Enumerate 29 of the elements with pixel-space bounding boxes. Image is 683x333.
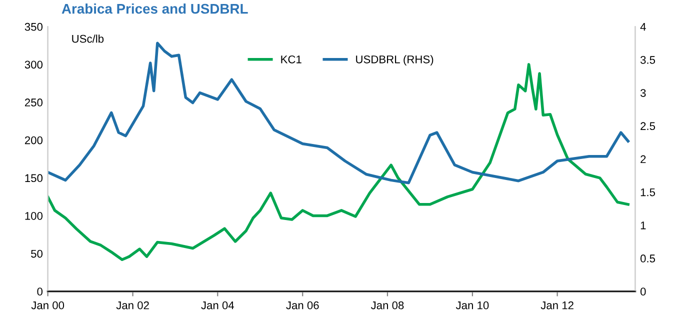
x-tick-label: Jan 04 xyxy=(201,301,234,310)
line-series xyxy=(48,42,630,184)
y2-tick-label: 0 xyxy=(640,288,646,296)
y-tick-label: 300 xyxy=(24,60,43,69)
y2-tick-label: 3 xyxy=(640,89,646,97)
y-tick-label: 150 xyxy=(25,174,43,182)
x-tick-label: Jan 02 xyxy=(116,301,149,310)
x-tick-label: Jan 12 xyxy=(540,301,574,310)
y2-tick-label: 3.5 xyxy=(640,56,656,64)
y-tick-label: 200 xyxy=(24,136,43,144)
chart-title: Arabica Prices and USDBRL xyxy=(62,4,248,14)
y-tick-label: 50 xyxy=(31,250,43,258)
y-axis-title: USc/lb xyxy=(72,34,104,43)
y-tick-label: 350 xyxy=(24,22,43,31)
x-tick-label: Jan 00 xyxy=(31,301,64,310)
y2-tick-label: 1.5 xyxy=(640,188,656,196)
y2-tick-label: 2.5 xyxy=(640,122,656,130)
y2-tick-label: 2 xyxy=(640,155,646,164)
y2-tick-label: 1 xyxy=(640,222,646,230)
y2-tick-label: 4 xyxy=(640,23,646,31)
y-tick-label: 250 xyxy=(24,98,43,106)
x-tick-label: Jan 08 xyxy=(370,301,404,310)
legend-label: KC1 xyxy=(281,55,302,64)
y-tick-label: 0 xyxy=(37,288,43,296)
legend-label: USDBRL (RHS) xyxy=(356,55,434,66)
y2-tick-label: 0.5 xyxy=(640,254,656,262)
x-tick-label: Jan 10 xyxy=(456,301,489,310)
x-tick-label: Jan 06 xyxy=(286,301,319,310)
y-tick-label: 100 xyxy=(25,212,43,220)
